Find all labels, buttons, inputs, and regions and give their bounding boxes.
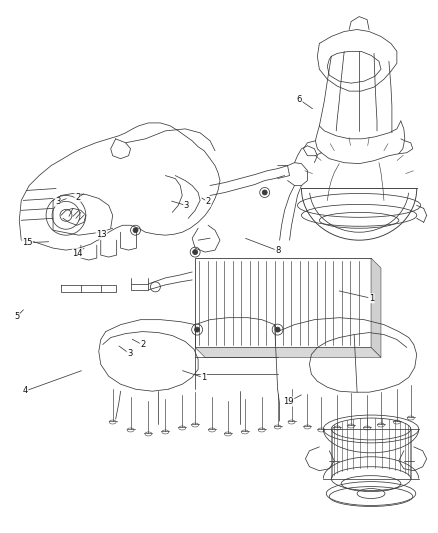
Text: 8: 8 <box>275 246 280 255</box>
Ellipse shape <box>194 327 200 332</box>
Text: 13: 13 <box>96 230 107 239</box>
Ellipse shape <box>133 228 138 233</box>
Polygon shape <box>195 348 381 358</box>
Text: 15: 15 <box>22 238 33 247</box>
Text: 2: 2 <box>75 193 80 202</box>
Ellipse shape <box>193 249 198 255</box>
Text: 5: 5 <box>14 312 19 321</box>
Polygon shape <box>371 258 381 358</box>
Text: 19: 19 <box>283 397 294 406</box>
Text: 3: 3 <box>55 197 60 206</box>
Text: 3: 3 <box>184 201 189 210</box>
Text: 6: 6 <box>297 95 302 104</box>
Ellipse shape <box>262 190 267 195</box>
Text: 2: 2 <box>205 197 211 206</box>
Ellipse shape <box>275 327 280 332</box>
Text: 14: 14 <box>72 249 83 258</box>
Text: 1: 1 <box>369 294 374 303</box>
Text: 3: 3 <box>127 350 132 358</box>
Text: 1: 1 <box>201 373 206 382</box>
Text: 2: 2 <box>140 341 145 350</box>
Text: 4: 4 <box>23 386 28 395</box>
